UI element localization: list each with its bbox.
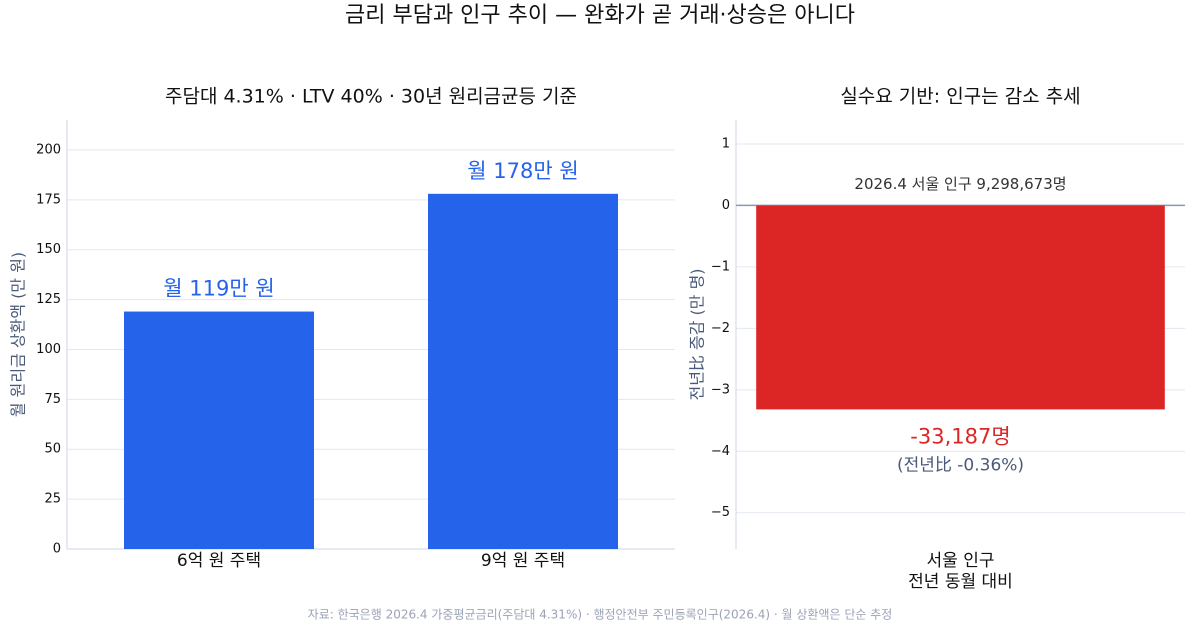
y-tick-label: 1 (722, 136, 730, 151)
source: 자료: 한국은행 2026.4 가중평균금리(주담대 4.31%) · 행정안전… (308, 607, 893, 622)
y-tick-label: 175 (36, 192, 61, 207)
bar (124, 311, 314, 549)
note: (전년比 -0.36%) (897, 455, 1024, 475)
y-tick-label: −4 (711, 444, 730, 459)
subplot-title: 주담대 4.31% · LTV 40% · 30년 원리금균등 기준 (165, 86, 577, 108)
y-tick-label: 0 (53, 542, 61, 557)
annotation: 2026.4 서울 인구 9,298,673명 (854, 175, 1066, 193)
y-tick-label: −5 (711, 505, 730, 520)
y-tick-label: 200 (36, 142, 61, 157)
y-tick-label: −2 (711, 321, 730, 336)
y-tick-label: 100 (36, 342, 61, 357)
value-label: 월 119만 원 (163, 277, 274, 301)
y-tick-label: 125 (36, 292, 61, 307)
subplot-title: 실수요 기반: 인구는 감소 추세 (840, 86, 1080, 108)
value-label: -33,187명 (910, 424, 1010, 448)
x-tick-label: 서울 인구 전년 동월 대비 (908, 551, 1013, 592)
y-tick-label: −3 (711, 382, 730, 397)
bar (428, 193, 618, 549)
y-tick-label: 25 (44, 492, 61, 507)
y-axis-label: 전년比 증감 (만 명) (688, 268, 707, 400)
x-tick-label: 6억 원 주택 (176, 551, 262, 571)
y-tick-label: 75 (44, 392, 61, 407)
x-tick-label: 9억 원 주택 (480, 551, 566, 571)
y-tick-label: 150 (36, 242, 61, 257)
y-tick-label: 0 (722, 198, 730, 213)
main-title: 금리 부담과 인구 추이 — 완화가 곧 거래·상승은 아니다 (345, 3, 855, 28)
y-axis-label: 월 원리금 상환액 (만 원) (9, 252, 28, 417)
value-label: 월 178만 원 (467, 159, 578, 183)
bar (756, 205, 1165, 410)
y-tick-label: 50 (44, 442, 61, 457)
y-tick-label: −1 (711, 259, 730, 274)
